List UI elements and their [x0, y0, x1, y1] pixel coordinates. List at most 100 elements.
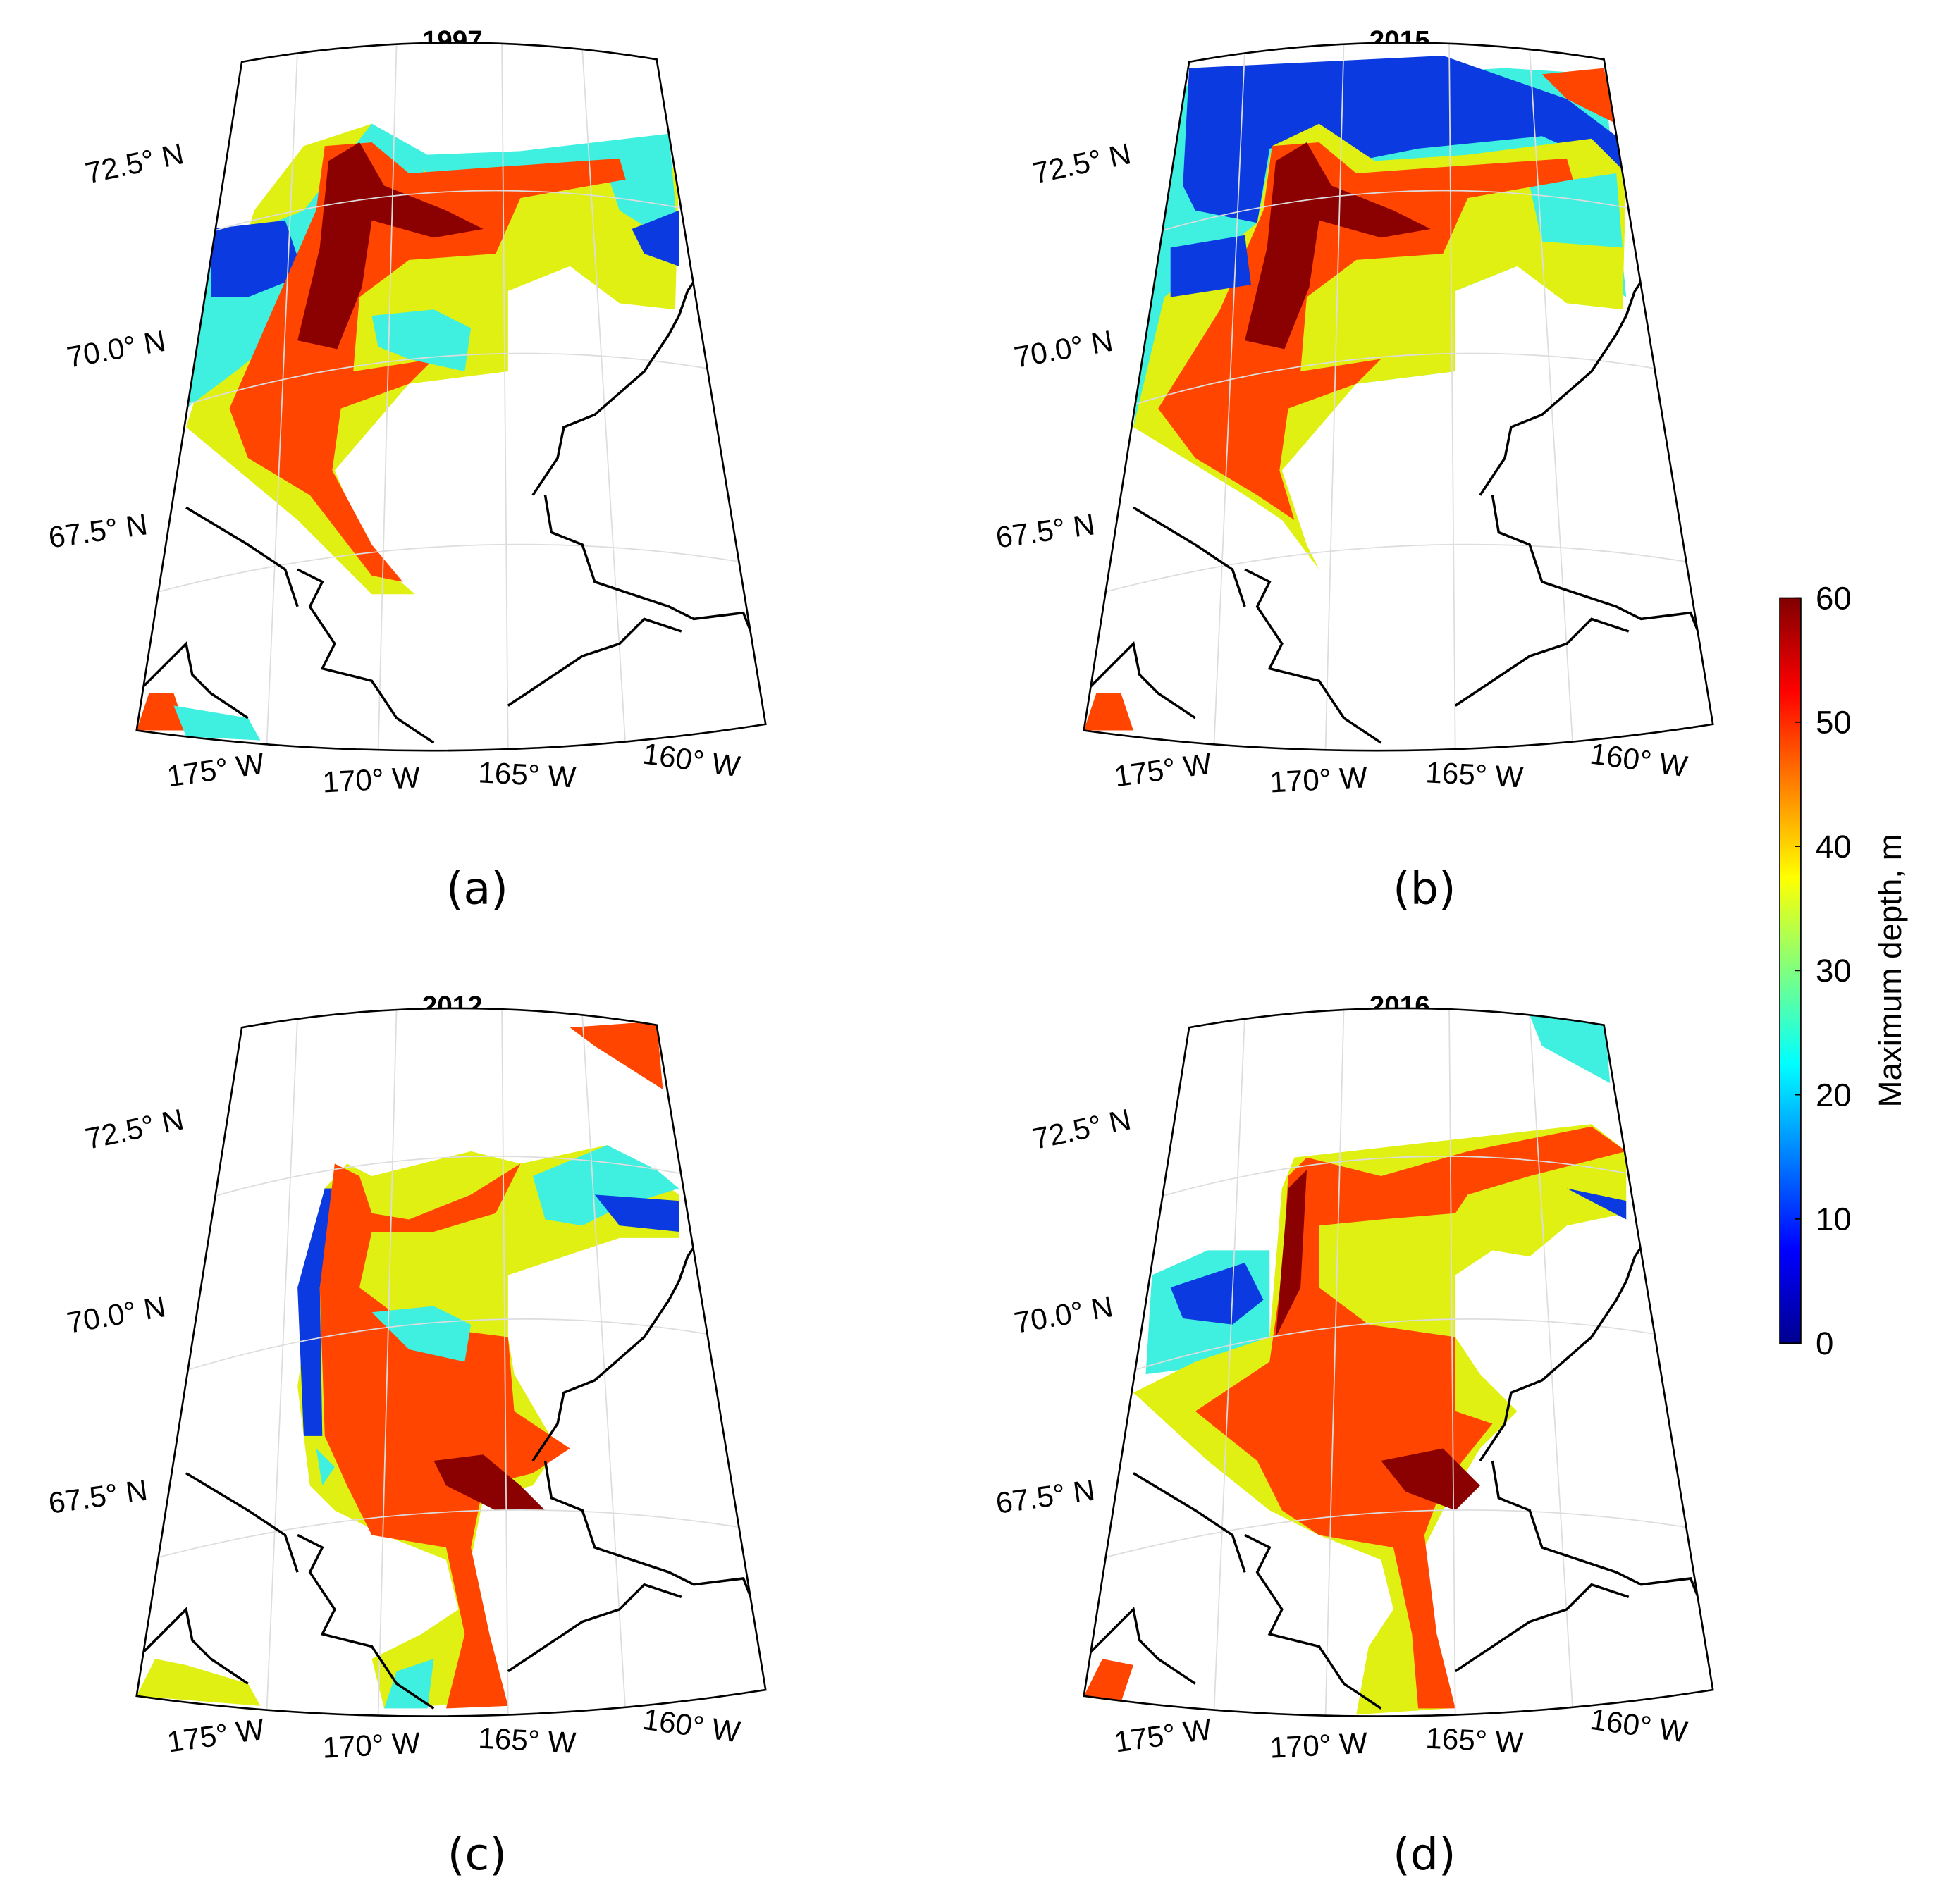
lon-label: 170° W — [321, 760, 421, 798]
coastline — [531, 271, 701, 496]
colorbar-tick-label: 40 — [1816, 829, 1852, 865]
panel-label: (d) — [1393, 1828, 1455, 1880]
coastline — [297, 568, 435, 744]
depth-region — [1170, 1262, 1264, 1325]
graticule — [266, 1015, 299, 1715]
lon-label: 160° W — [641, 1702, 742, 1749]
lat-label: 67.5° N — [994, 1473, 1097, 1520]
coastline — [185, 506, 299, 607]
coastline — [1133, 506, 1246, 607]
graticule — [173, 1318, 725, 1375]
depth-region — [173, 705, 261, 741]
lon-label: 165° W — [477, 755, 577, 793]
depth-region — [1541, 68, 1617, 124]
lat-label: 67.5° N — [994, 507, 1097, 554]
colorbar-tick-label: 20 — [1816, 1077, 1852, 1113]
map-frame — [135, 1007, 767, 1717]
graticule — [1145, 190, 1642, 236]
graticule — [1096, 1509, 1697, 1561]
map-frame — [1083, 1007, 1714, 1717]
coastline — [1491, 1460, 1704, 1610]
graticule — [1324, 42, 1345, 751]
coastline — [531, 1237, 701, 1462]
depth-region — [532, 1145, 679, 1226]
map-area — [1083, 42, 1713, 751]
panel-label: (b) — [1393, 862, 1455, 914]
depth-region — [632, 210, 679, 266]
depth-region — [1381, 1448, 1480, 1511]
colorbar-tick-label: 50 — [1816, 705, 1852, 741]
lon-label: 170° W — [1269, 1726, 1368, 1764]
lon-label: 160° W — [1588, 1702, 1690, 1749]
coastline — [1133, 1472, 1246, 1573]
graticule — [501, 1008, 509, 1717]
depth-region — [319, 1163, 570, 1709]
coastline — [1479, 1237, 1649, 1462]
graticule — [1529, 1015, 1574, 1715]
graticule — [501, 42, 509, 751]
coastline — [507, 617, 682, 707]
coastline — [1083, 641, 1196, 719]
lon-label: 170° W — [1269, 760, 1368, 798]
graticule — [1145, 1156, 1642, 1201]
graticule — [377, 42, 398, 751]
lat-label: 70.0° N — [64, 1290, 168, 1340]
map-area — [136, 42, 766, 751]
depth-region — [1170, 235, 1251, 297]
coastline — [1491, 495, 1704, 645]
lat-label: 72.5° N — [82, 1102, 187, 1155]
graticule — [377, 1008, 398, 1717]
lon-label: 165° W — [1424, 1721, 1524, 1760]
coastline — [1454, 1583, 1630, 1673]
graticule — [198, 190, 694, 236]
depth-region — [316, 1448, 335, 1486]
graticule — [266, 49, 299, 749]
coastline — [1244, 568, 1382, 744]
lat-label: 70.0° N — [1011, 324, 1115, 374]
colorbar-tick-label: 0 — [1816, 1325, 1833, 1361]
depth-region — [297, 142, 484, 350]
graticule — [1121, 1318, 1673, 1375]
graticule — [1213, 49, 1245, 749]
lon-label: 175° W — [165, 1712, 266, 1759]
lon-label: 165° W — [477, 1721, 577, 1760]
map-frame — [135, 42, 767, 752]
graticule — [149, 1509, 750, 1561]
coastline — [297, 1533, 435, 1710]
lat-label: 67.5° N — [47, 507, 149, 554]
coastline — [507, 1583, 682, 1673]
colorbar-tick-label: 60 — [1816, 580, 1852, 616]
lon-label: 170° W — [321, 1726, 421, 1764]
colorbar-tick-label: 30 — [1816, 953, 1852, 989]
lon-label: 160° W — [641, 736, 742, 783]
depth-region — [371, 123, 679, 248]
panel-label: (c) — [448, 1828, 507, 1880]
depth-region — [384, 1659, 434, 1709]
depth-region — [1083, 1659, 1133, 1702]
coastline — [1479, 271, 1649, 496]
map-area — [136, 1008, 766, 1717]
coastline — [1244, 1533, 1382, 1710]
depth-region — [136, 693, 187, 731]
depth-region — [1530, 1015, 1611, 1084]
lat-label: 72.5° N — [1030, 137, 1134, 190]
lat-label: 72.5° N — [1030, 1102, 1134, 1155]
coastline — [185, 1472, 299, 1573]
graticule — [1529, 49, 1574, 749]
graticule — [149, 543, 750, 595]
lat-label: 67.5° N — [47, 1473, 149, 1520]
coastline — [136, 1607, 249, 1685]
coastline — [136, 641, 249, 719]
graticule — [581, 49, 627, 749]
coastline — [1454, 617, 1630, 707]
lon-label: 160° W — [1588, 736, 1690, 783]
graticule — [1096, 543, 1697, 595]
depth-region — [1530, 173, 1623, 248]
graticule — [1448, 1008, 1456, 1717]
graticule — [1448, 42, 1456, 751]
coastline — [543, 495, 757, 645]
